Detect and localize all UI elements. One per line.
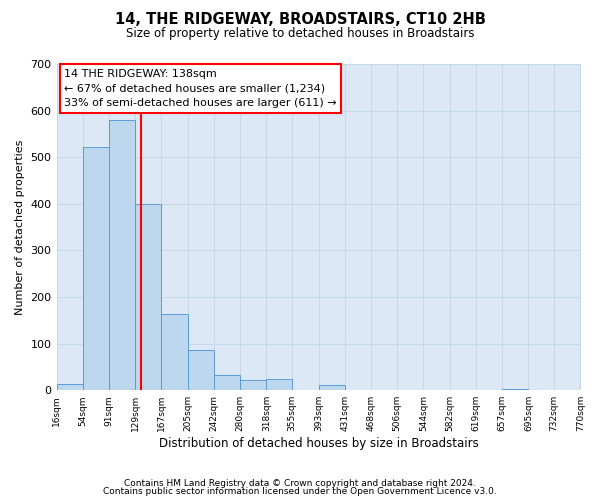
Bar bbox=[502, 389, 529, 390]
Bar bbox=[188, 350, 214, 390]
Text: Contains HM Land Registry data © Crown copyright and database right 2024.: Contains HM Land Registry data © Crown c… bbox=[124, 478, 476, 488]
X-axis label: Distribution of detached houses by size in Broadstairs: Distribution of detached houses by size … bbox=[158, 437, 478, 450]
Bar bbox=[266, 378, 292, 390]
Text: 14, THE RIDGEWAY, BROADSTAIRS, CT10 2HB: 14, THE RIDGEWAY, BROADSTAIRS, CT10 2HB bbox=[115, 12, 485, 28]
Bar bbox=[214, 375, 240, 390]
Bar bbox=[83, 148, 109, 390]
Bar bbox=[109, 120, 135, 390]
Bar bbox=[135, 204, 161, 390]
Bar bbox=[319, 384, 345, 390]
Text: 14 THE RIDGEWAY: 138sqm
← 67% of detached houses are smaller (1,234)
33% of semi: 14 THE RIDGEWAY: 138sqm ← 67% of detache… bbox=[64, 69, 337, 108]
Bar bbox=[161, 314, 188, 390]
Text: Size of property relative to detached houses in Broadstairs: Size of property relative to detached ho… bbox=[126, 28, 474, 40]
Bar bbox=[56, 384, 83, 390]
Y-axis label: Number of detached properties: Number of detached properties bbox=[15, 140, 25, 315]
Text: Contains public sector information licensed under the Open Government Licence v3: Contains public sector information licen… bbox=[103, 487, 497, 496]
Bar bbox=[240, 380, 266, 390]
